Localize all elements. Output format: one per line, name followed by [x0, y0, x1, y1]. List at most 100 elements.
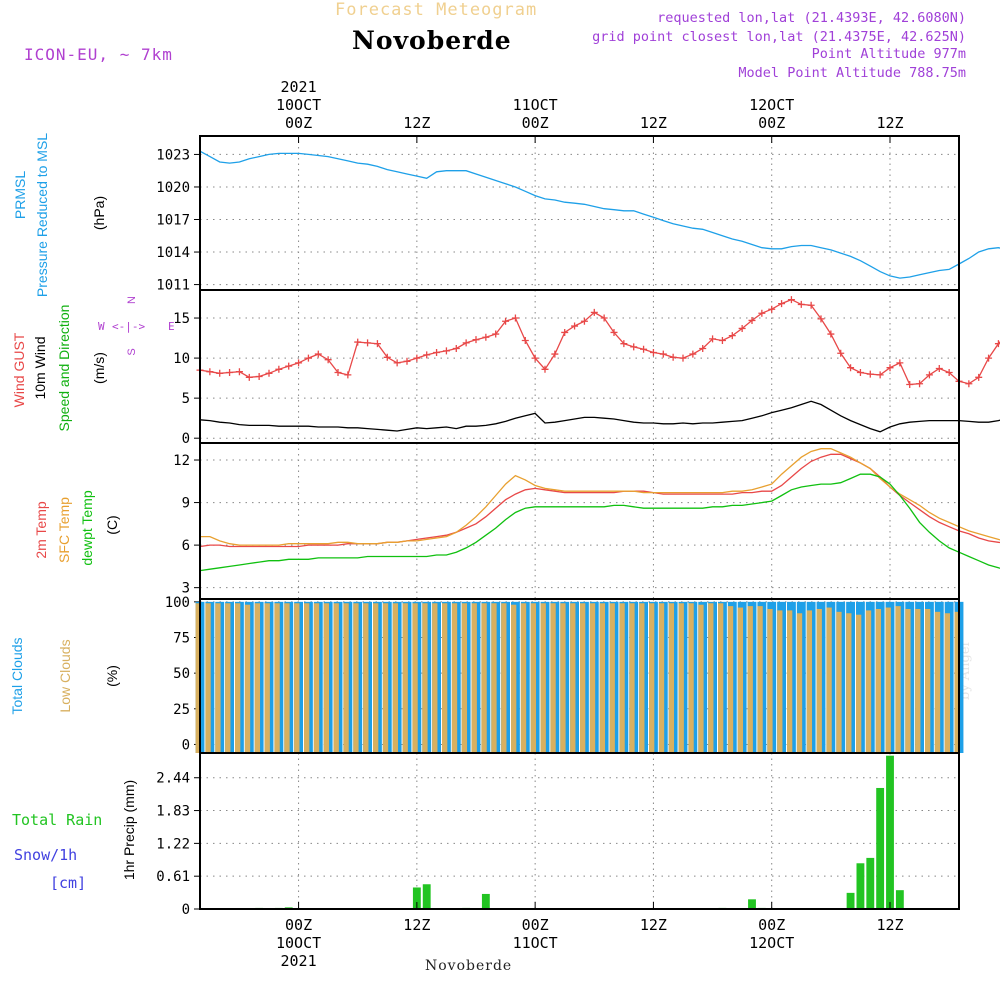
low-cloud-bar: [639, 603, 645, 753]
low-cloud-bar: [747, 606, 753, 753]
low-cloud-bar: [678, 603, 684, 753]
gust-marker: [245, 373, 253, 381]
low-cloud-bar: [649, 603, 655, 753]
low-cloud-bar: [511, 604, 517, 753]
gust-marker: [847, 364, 855, 372]
y-axis-label-temp: (C): [104, 515, 120, 534]
low-cloud-bar: [668, 603, 675, 753]
gust-marker: [778, 300, 786, 308]
low-cloud-bar: [451, 603, 458, 753]
gust-marker: [837, 349, 845, 357]
gust-marker: [442, 347, 450, 355]
gust-marker: [472, 336, 480, 344]
chart-subtitle: Forecast Meteogram: [335, 0, 538, 20]
compass-arrows: <-|->: [112, 320, 145, 333]
legend-prmsl: PRMSL: [12, 171, 28, 219]
gust-marker: [620, 340, 628, 348]
y-tick-label: 6: [182, 538, 190, 554]
legend-sfc-temp: SFC Temp: [56, 497, 72, 563]
y-tick-label: 3: [182, 581, 190, 597]
gust-marker: [856, 369, 864, 377]
series-line-dewpt-temp: [199, 473, 1000, 572]
compass-north: N: [126, 296, 138, 304]
gust-marker: [758, 309, 766, 317]
y-axis-label-pressure: (hPa): [91, 196, 107, 230]
low-cloud-bar: [422, 603, 428, 753]
low-cloud-bar: [235, 603, 241, 753]
low-cloud-bar: [432, 603, 438, 753]
y-tick-label: 25: [173, 702, 190, 718]
x-date-label-bottom: 12OCT: [749, 934, 794, 952]
panel-frame: [199, 752, 960, 910]
low-cloud-bar: [294, 603, 300, 753]
gust-marker: [383, 353, 391, 361]
gust-marker: [994, 340, 1000, 348]
gust-marker: [561, 328, 569, 336]
legend-snow: Snow/1h: [14, 846, 77, 864]
low-cloud-bar: [343, 603, 349, 753]
low-cloud-bar: [580, 603, 586, 753]
y-tick-label: 50: [173, 666, 190, 682]
low-cloud-bar: [629, 603, 635, 753]
y-tick-label: 12: [173, 453, 190, 469]
low-cloud-bar: [777, 610, 783, 753]
series-line-2m-temp: [199, 453, 1000, 548]
low-cloud-bar: [520, 603, 527, 753]
gust-marker: [373, 340, 381, 348]
low-cloud-bar: [313, 603, 320, 753]
gust-marker: [630, 343, 638, 351]
y-axis-label-wind: (m/s): [91, 352, 107, 384]
y-tick-label: 2.44: [156, 771, 190, 787]
gust-marker: [876, 371, 884, 379]
y-tick-label: 1.83: [156, 804, 190, 820]
x-tick-label-top: 00Z: [522, 114, 549, 132]
legend-snow-unit: [cm]: [50, 874, 86, 892]
gust-marker: [659, 350, 667, 358]
low-cloud-bar: [570, 603, 576, 753]
low-cloud-bar: [205, 603, 211, 753]
low-cloud-bar: [767, 608, 773, 753]
legend-speed-direction: Speed and Direction: [56, 305, 72, 432]
low-cloud-bar: [540, 603, 546, 753]
precip-bar: [895, 890, 904, 909]
gust-marker: [640, 345, 648, 353]
gust-marker: [462, 339, 470, 347]
low-cloud-bar: [826, 607, 832, 753]
x-year-label-bottom: 2021: [281, 952, 317, 970]
x-tick-label-top: 00Z: [285, 114, 312, 132]
low-cloud-bar: [333, 603, 339, 753]
legend-wind-gust: Wind GUST: [11, 332, 27, 407]
gust-marker: [403, 357, 411, 365]
gust-marker: [610, 328, 618, 336]
gust-marker: [492, 330, 500, 338]
requested-coords: requested lon,lat (21.4393E, 42.6080N): [657, 10, 966, 26]
low-cloud-bar: [382, 603, 389, 753]
gust-marker: [571, 322, 579, 330]
gust-marker: [669, 353, 677, 361]
x-date-label-top: 10OCT: [276, 96, 321, 114]
precip-bar: [866, 857, 875, 909]
y-tick-label: 1020: [156, 180, 190, 196]
legend-low-clouds: Low Clouds: [57, 639, 73, 712]
precip-bar: [422, 884, 431, 909]
low-cloud-bar: [442, 603, 448, 753]
point-altitude: Point Altitude 977m: [811, 46, 966, 62]
low-cloud-bar: [925, 608, 931, 753]
y-tick-label: 10: [173, 351, 190, 367]
low-cloud-bar: [658, 603, 665, 753]
low-cloud-bar: [501, 603, 507, 753]
gust-marker: [728, 332, 736, 340]
low-cloud-bar: [737, 607, 744, 753]
gust-marker: [452, 344, 460, 352]
gust-marker: [334, 369, 342, 377]
gust-marker: [649, 348, 657, 356]
gridpoint-coords: grid point closest lon,lat (21.4375E, 42…: [592, 29, 966, 45]
x-tick-label-top: 12Z: [876, 114, 903, 132]
panel-frame: [199, 135, 960, 291]
gust-marker: [206, 368, 214, 376]
gust-marker: [590, 308, 598, 316]
y-tick-label: 1014: [156, 245, 190, 261]
low-cloud-bar: [619, 603, 625, 753]
legend-2m-temp: 2m Temp: [33, 501, 49, 559]
low-cloud-bar: [304, 603, 310, 753]
